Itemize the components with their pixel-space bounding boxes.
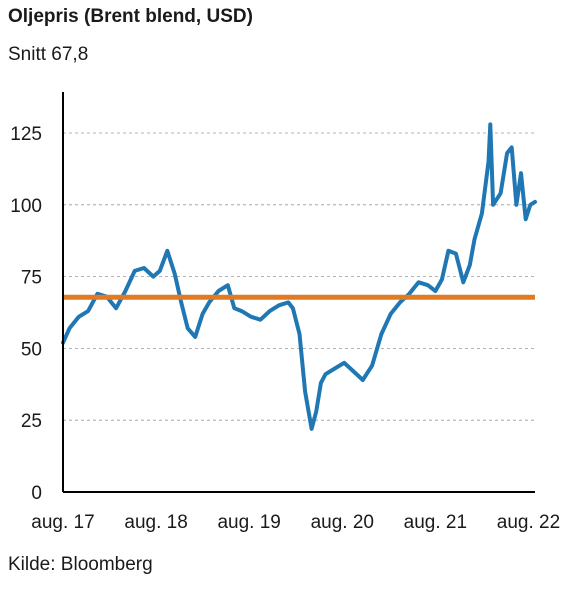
y-tick-label-75: 75 — [21, 268, 42, 289]
chart-title: Oljepris (Brent blend, USD) — [8, 6, 253, 27]
y-tick-label-100: 100 — [10, 196, 42, 217]
source-note: Kilde: Bloomberg — [8, 554, 153, 575]
price-series-line — [61, 122, 537, 431]
x-tick-label-0: aug. 17 — [31, 512, 94, 533]
y-tick-label-50: 50 — [21, 339, 42, 360]
y-tick-label-125: 125 — [10, 124, 42, 145]
x-tick-label-2: aug. 19 — [217, 512, 280, 533]
x-tick-label-5: aug. 22 — [497, 512, 560, 533]
average-subtitle: Snitt 67,8 — [8, 44, 89, 65]
x-tick-label-3: aug. 20 — [311, 512, 374, 533]
y-tick-label-0: 0 — [31, 483, 42, 504]
x-tick-label-4: aug. 21 — [404, 512, 467, 533]
y-tick-label-25: 25 — [21, 411, 42, 432]
x-tick-label-1: aug. 18 — [124, 512, 187, 533]
